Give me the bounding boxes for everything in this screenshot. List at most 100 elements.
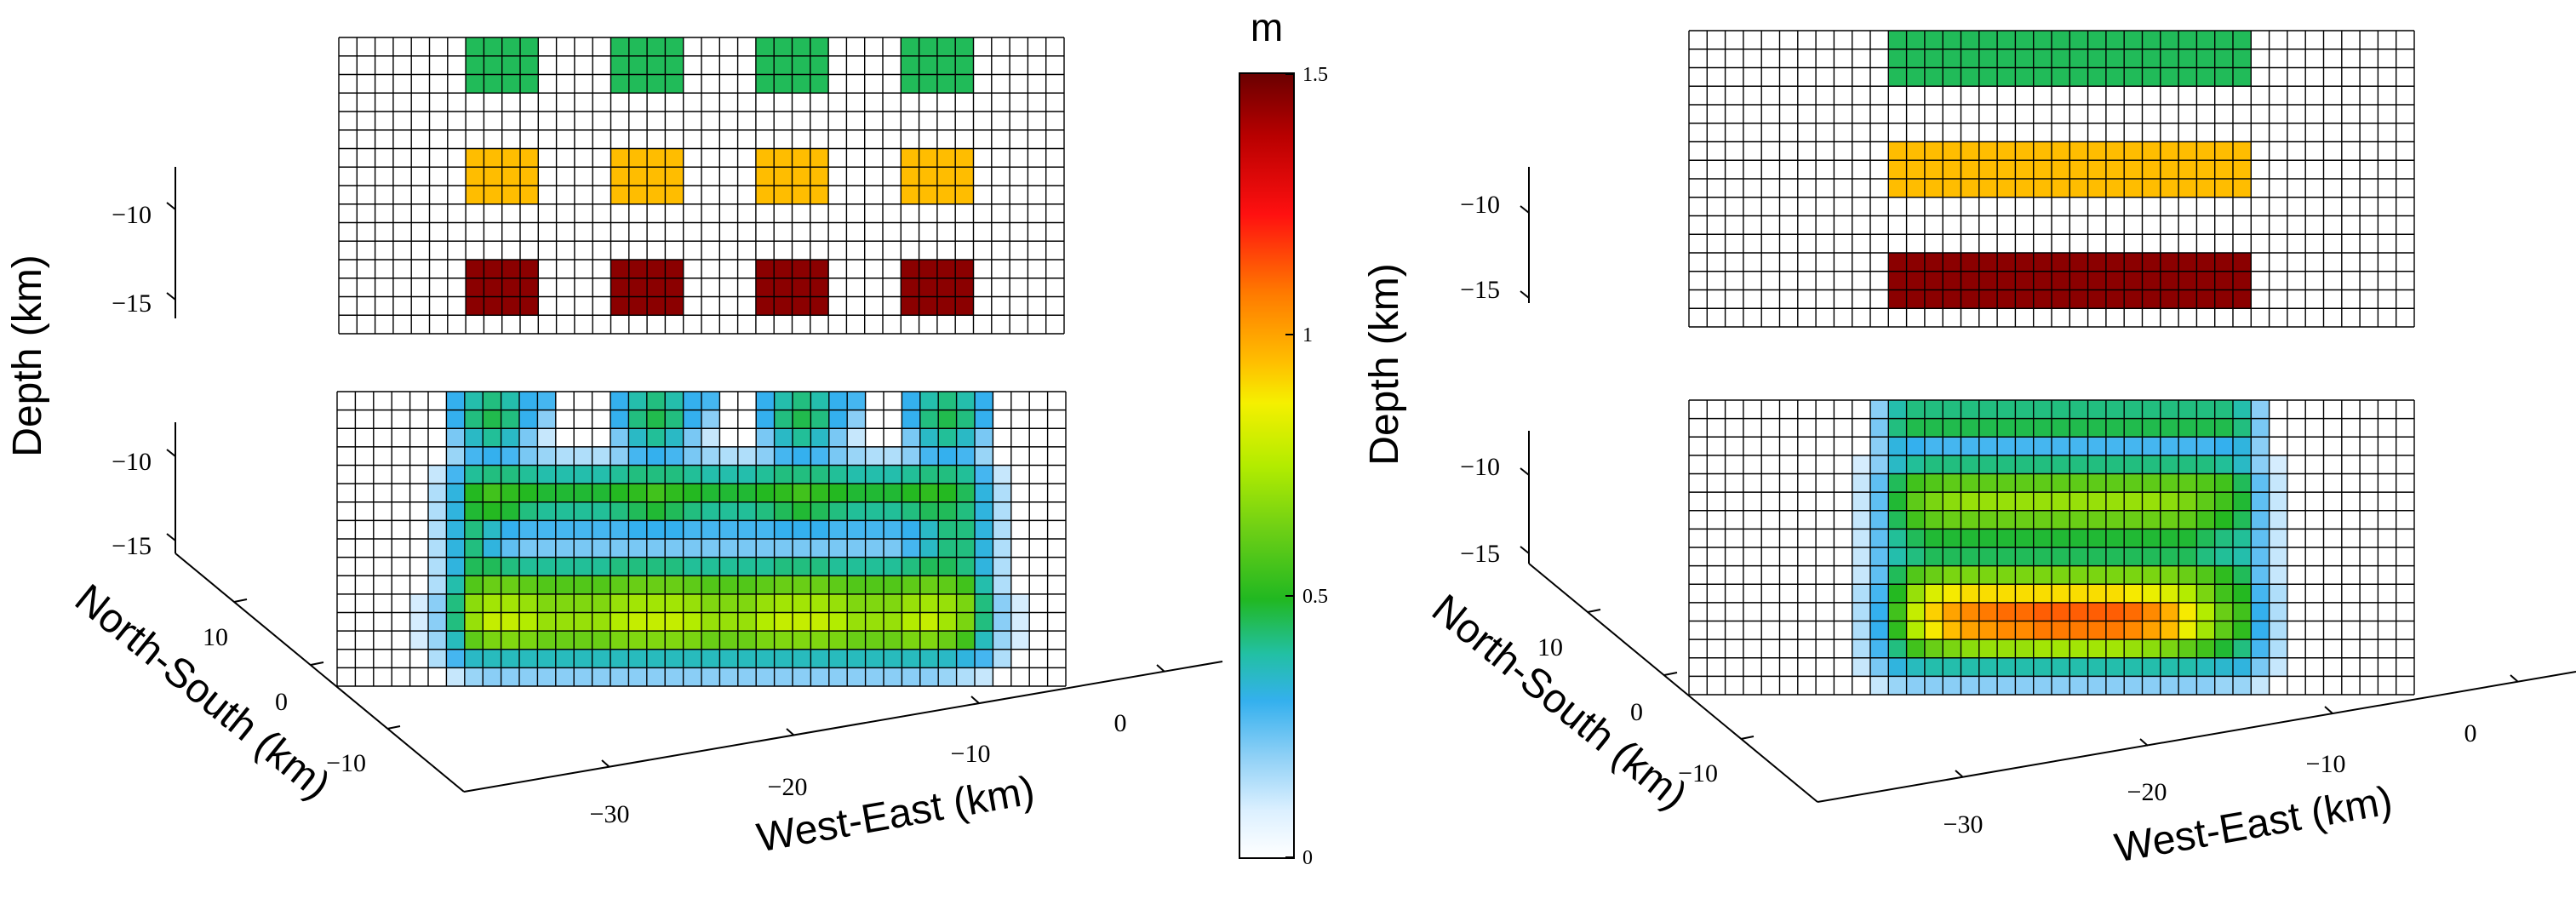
slip-cell [2069,67,2089,87]
slip-cell [1906,179,1926,198]
slip-cell [646,539,666,558]
slip-cell [1943,473,1962,493]
slip-cell [975,667,993,687]
slip-cell [774,649,793,668]
slip-cell [2105,400,2125,420]
we-tick [970,696,980,704]
slip-cell [1978,289,1998,309]
slip-cell [1888,141,1908,161]
slip-cell [1961,657,1980,677]
north-south-axis-label: North-South (km) [1423,587,1695,819]
slip-cell [428,539,447,558]
slip-cell [1906,455,1926,475]
slip-cell [2233,473,2252,493]
slip-cell [865,612,884,632]
slip-cell [701,520,720,540]
slip-cell [2069,418,2089,438]
slip-cell [1943,510,1962,530]
slip-cell [592,631,611,650]
slip-cell [610,428,629,448]
slip-cell [592,575,611,595]
slip-cell [1961,547,1980,567]
slip-cell [628,167,648,186]
slip-cell [446,539,466,558]
slip-cell [2052,621,2070,640]
slip-cell [1997,49,2016,69]
slip-cell [2214,455,2234,475]
slip-cell [537,409,557,429]
slip-cell [993,557,1012,576]
slip-cell [793,409,811,429]
slip-cell [1978,271,1998,291]
slip-cell [719,593,739,614]
slip-cell [792,278,811,298]
slip-cell [2142,676,2161,696]
slip-cell [793,428,811,448]
slip-cell [2233,49,2252,69]
slip-cell [756,392,776,411]
slip-cell [464,520,484,540]
slip-cell [902,501,921,521]
slip-cell [919,557,939,576]
slip-cell [737,484,757,503]
slip-cell [2214,584,2234,604]
slip-cell [919,148,938,168]
slip-cell [2142,529,2161,548]
slip-cell [610,167,630,186]
slip-cell [1997,565,2016,585]
slip-cell [1870,473,1889,493]
slip-cell [1870,602,1889,622]
slip-cell [592,446,611,467]
slip-cell [2160,437,2179,456]
slip-cell [1978,657,1998,677]
slip-cell [865,465,884,484]
slip-cell [592,539,611,558]
depth-tick-label: −10 [112,448,152,476]
slip-cell [865,484,884,503]
slip-cell [792,37,811,57]
slip-cell [2178,289,2197,309]
slip-cell [2196,639,2216,659]
slip-cell [1997,529,2016,548]
slip-cell [501,428,520,448]
slip-cell [683,465,702,484]
slip-cell [2052,160,2070,180]
slip-cell [701,409,720,429]
slip-cell [793,501,811,521]
slip-cell [446,667,466,687]
slip-cell [683,501,702,521]
slip-cell [756,465,776,484]
slip-cell [520,167,539,186]
slip-cell [1943,67,1962,87]
slip-cell [2015,584,2035,604]
slip-cell [628,186,648,205]
slip-cell [537,501,557,521]
input-slip-plane [466,37,975,316]
slip-cell [446,428,466,448]
slip-cell [628,278,648,298]
slip-cell [592,484,611,503]
slip-cell [2251,473,2270,493]
slip-cell [719,484,739,503]
slip-cell [810,520,830,540]
slip-cell [646,612,666,632]
slip-cell [936,55,956,76]
slip-cell [2142,289,2161,309]
slip-cell [975,612,993,632]
slip-cell [555,575,575,595]
slip-cell [446,392,466,411]
slip-cell [1978,584,1998,604]
slip-cell [1997,510,2016,530]
slip-cell [810,296,829,316]
slip-cell [2124,676,2144,696]
slip-cell [701,484,720,503]
slip-cell [2069,49,2089,69]
slip-cell [2178,492,2197,512]
slip-cell [955,55,975,76]
slip-cell [938,593,958,614]
depth-tick [1520,467,1530,476]
slip-cell [755,74,775,94]
slip-cell [774,260,793,279]
slip-cell [501,296,521,316]
slip-cell [446,557,466,576]
